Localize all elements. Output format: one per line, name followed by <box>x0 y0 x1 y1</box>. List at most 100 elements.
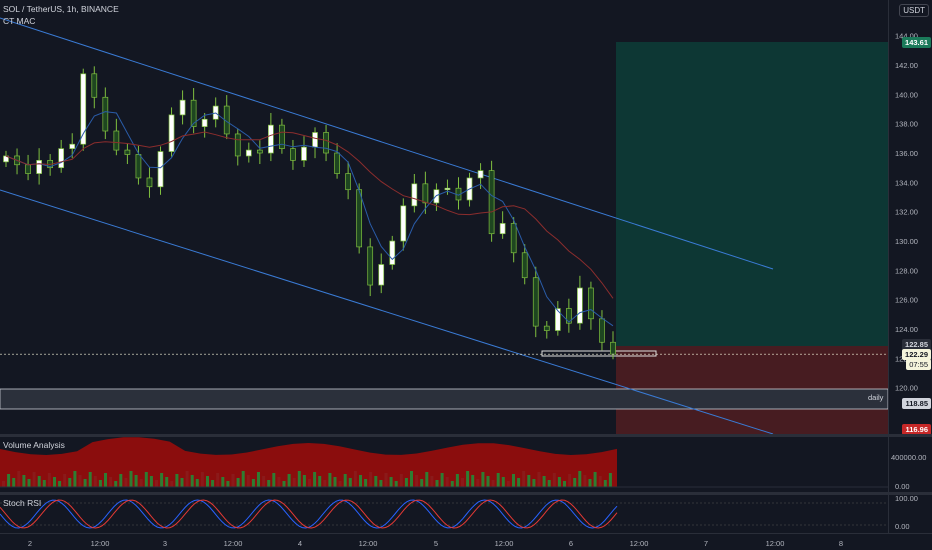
candle-body <box>521 252 528 279</box>
candle-body <box>610 341 616 355</box>
candle-body <box>190 99 197 127</box>
channel-upper-line[interactable] <box>0 17 774 270</box>
volume-bar <box>466 471 470 487</box>
volume-bar <box>58 481 62 487</box>
volume-bar <box>547 480 551 487</box>
volume-bar <box>63 474 67 487</box>
candle-body <box>356 189 363 248</box>
volume-bar <box>53 477 56 487</box>
volume-bar <box>88 472 92 487</box>
candle-body <box>411 183 418 207</box>
volume-bar <box>241 471 245 487</box>
volume-bar <box>68 478 72 487</box>
candle-body <box>168 114 175 152</box>
stoch-rsi-axis-ticks: 100.00 0.00 <box>895 495 918 531</box>
volume-bar <box>481 472 485 487</box>
volume-bar <box>226 481 230 487</box>
volume-bar <box>282 481 286 487</box>
volume-bar <box>542 476 546 487</box>
level-price-tag: 118.85 <box>902 398 931 409</box>
target-zone[interactable] <box>616 42 888 346</box>
target-price-tag: 143.61 <box>902 37 931 48</box>
entry-box[interactable] <box>541 350 657 357</box>
daily-level-band[interactable] <box>0 388 888 410</box>
volume-bar <box>583 475 587 487</box>
volume-bar <box>180 478 184 487</box>
time-tick: 12:00 <box>630 539 649 548</box>
time-axis-ticks: 2 12:00 3 12:00 4 12:00 5 12:00 6 12:00 7 12:00 8 <box>28 539 843 548</box>
price-axis[interactable]: 144.00 142.00 140.00 138.00 136.00 134.00 132.… <box>888 0 932 435</box>
candle-body <box>290 148 296 161</box>
price-chart[interactable]: daily <box>0 0 888 434</box>
volume-bar <box>42 480 46 487</box>
pane-separator[interactable] <box>0 492 932 495</box>
volume-bar <box>415 475 419 487</box>
volume-bar <box>267 480 271 487</box>
channel-lower-line[interactable] <box>0 189 774 434</box>
price-tick: 134.00 <box>895 178 918 187</box>
volume-bar <box>359 475 362 487</box>
countdown-tag: 07:55 <box>906 359 931 370</box>
volume-bar <box>379 480 383 487</box>
time-tick: 8 <box>839 539 843 548</box>
volume-bar <box>12 478 16 487</box>
candle-body <box>499 223 506 235</box>
candle-body <box>25 164 31 174</box>
candle-body <box>488 170 495 235</box>
volume-bar <box>517 478 521 487</box>
candle-body <box>157 151 164 188</box>
candle-body <box>36 160 42 174</box>
volume-bar <box>211 480 215 487</box>
candle-body <box>588 287 594 320</box>
candle-body <box>91 73 98 98</box>
volume-bar <box>333 477 337 487</box>
fast-ma-line <box>5 111 614 327</box>
candle-body <box>3 155 9 163</box>
volume-bar <box>552 473 556 487</box>
volume-bar <box>455 474 459 487</box>
price-pane[interactable]: daily SOL / TetherUS, 1h, BINANCE CT MAC <box>0 0 888 434</box>
time-tick: 4 <box>298 539 302 548</box>
time-tick: 5 <box>434 539 438 548</box>
price-tick: 130.00 <box>895 237 918 246</box>
candle-body <box>477 170 484 179</box>
stoch-rsi-pane[interactable]: Stoch RSI <box>0 495 888 533</box>
volume-bar <box>512 474 515 487</box>
volume-bar <box>297 471 301 487</box>
volume-bar <box>588 479 592 487</box>
candle-body <box>201 118 208 127</box>
price-tick: 136.00 <box>895 149 918 158</box>
volume-bar <box>114 481 118 487</box>
volume-bar <box>557 477 561 487</box>
volume-pane[interactable]: Volume Analysis <box>0 437 888 492</box>
volume-bar <box>165 477 169 487</box>
volume-bar <box>445 477 449 487</box>
candle-body <box>124 149 131 155</box>
price-tick: 140.00 <box>895 90 918 99</box>
volume-bar <box>384 473 388 487</box>
volume-bar <box>568 474 572 487</box>
volume-bar <box>246 475 250 487</box>
time-axis[interactable]: 2 12:00 3 12:00 4 12:00 5 12:00 6 12:00 7 12:00 8 <box>0 533 932 550</box>
currency-button[interactable]: USDT <box>899 4 929 17</box>
volume-bar <box>573 478 577 487</box>
stoch-rsi-chart <box>0 499 888 529</box>
candle-body <box>279 124 285 149</box>
candle-body <box>389 240 396 265</box>
pane-separator[interactable] <box>0 434 932 437</box>
candle-body <box>510 223 517 254</box>
volume-bar <box>2 481 5 487</box>
volume-bar <box>348 478 352 487</box>
price-tick: 144.00 <box>895 32 918 41</box>
volume-bar <box>450 481 454 487</box>
volume-axis-ticks: 400000.00 0.00 <box>891 453 926 491</box>
volume-bar <box>343 474 347 487</box>
volume-bar <box>251 479 255 487</box>
volume-bar <box>313 472 317 487</box>
candle-body <box>444 187 451 191</box>
volume-bar <box>144 472 148 487</box>
volume-bar <box>394 481 398 487</box>
volume-bar <box>491 480 495 487</box>
volume-bar <box>221 477 225 487</box>
volume-bar <box>37 476 41 487</box>
